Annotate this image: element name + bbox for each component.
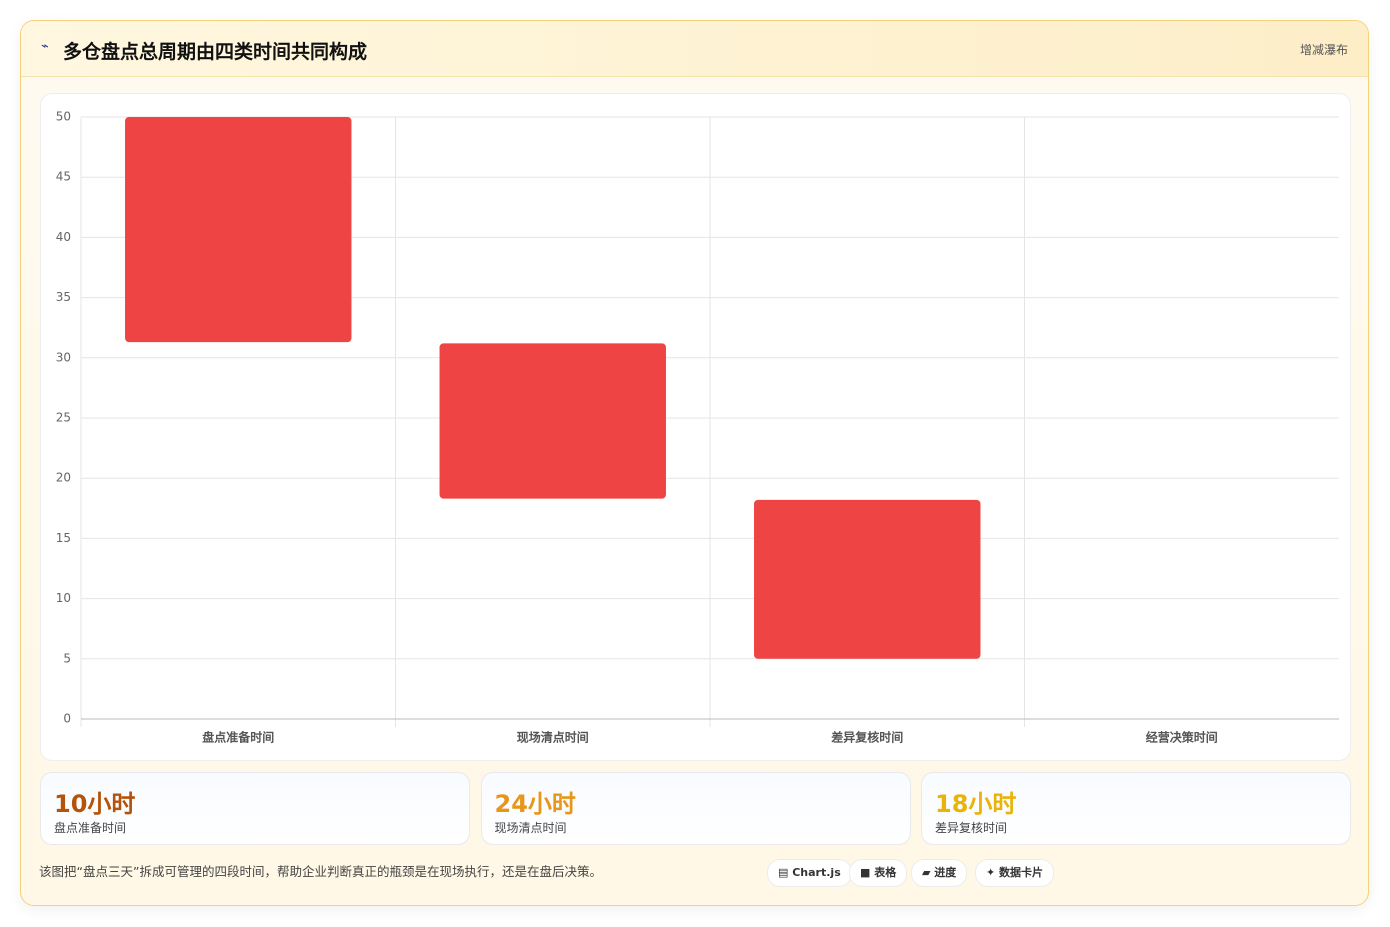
y-tick-label: 30 <box>56 350 71 364</box>
chart-panel: 0 5 10 15 20 25 30 35 40 45 50 盘点准备时间 现场清点时间 差异复核时间 经营… <box>40 93 1351 761</box>
bar <box>754 499 981 659</box>
pill[interactable]: ▤ Chart.js <box>767 859 852 887</box>
pill-label[interactable]: Chart.js <box>792 866 841 879</box>
note: 该图把“盘点三天”拆成可管理的四段时间，帮助企业判断真正的瓶颈是在现场执行，还是… <box>39 864 602 879</box>
y-tick-label: 15 <box>56 531 71 545</box>
y-tick-label: 5 <box>63 651 71 665</box>
pill-label[interactable]: 表格 <box>874 866 897 879</box>
header: ⌁ 多仓盘点总周期由四类时间共同构成 增减瀑布 <box>21 21 1368 77</box>
y-tick-label: 45 <box>56 170 71 184</box>
y-tick-label: 50 <box>56 110 71 124</box>
chart: 0 5 10 15 20 25 30 35 40 45 50 盘点准备时间 现场清点时间 差异复核时间 经营… <box>56 110 1339 745</box>
pill[interactable]: ■ 表格 <box>849 859 908 887</box>
y-tick-label: 35 <box>56 290 71 304</box>
pill-label[interactable]: 数据卡片 <box>999 866 1044 879</box>
x-tick-label: 经营决策时间 <box>1146 730 1218 745</box>
panel-card: ⌁ 多仓盘点总周期由四类时间共同构成 增减瀑布 0 5 10 15 20 25 30 35 40… <box>20 20 1369 906</box>
x-tick-label: 盘点准备时间 <box>202 730 274 745</box>
stat-label: 差异复核时间 <box>935 821 1008 835</box>
y-tick-label: 0 <box>63 712 71 726</box>
pill-label[interactable]: 进度 <box>934 866 957 879</box>
tag: 增减瀑布 <box>1299 43 1348 57</box>
stat-card: 18小时差异复核时间 <box>921 772 1351 845</box>
y-tick-label: 40 <box>56 230 71 244</box>
stat-label: 盘点准备时间 <box>54 821 127 835</box>
title: 多仓盘点总周期由四类时间共同构成 <box>63 41 368 63</box>
stat-card: 10小时盘点准备时间 <box>40 772 470 845</box>
x-tick-label: 现场清点时间 <box>517 730 589 745</box>
stat-value: 18小时 <box>935 790 1017 818</box>
bar <box>439 343 666 499</box>
x-tick-label: 差异复核时间 <box>830 730 903 745</box>
bar <box>125 117 352 343</box>
stat-label: 现场清点时间 <box>494 821 567 835</box>
y-tick-label: 10 <box>56 591 71 605</box>
y-tick-label: 20 <box>56 471 71 485</box>
stat-card: 24小时现场清点时间 <box>480 772 911 845</box>
stat-value: 24小时 <box>494 790 576 818</box>
pill[interactable]: ▰ 进度 <box>911 859 968 887</box>
pill[interactable]: ✦ 数据卡片 <box>975 859 1055 887</box>
stat-value: 10小时 <box>54 790 136 818</box>
icon: ⌁ <box>41 39 49 54</box>
y-tick-label: 25 <box>56 411 71 425</box>
